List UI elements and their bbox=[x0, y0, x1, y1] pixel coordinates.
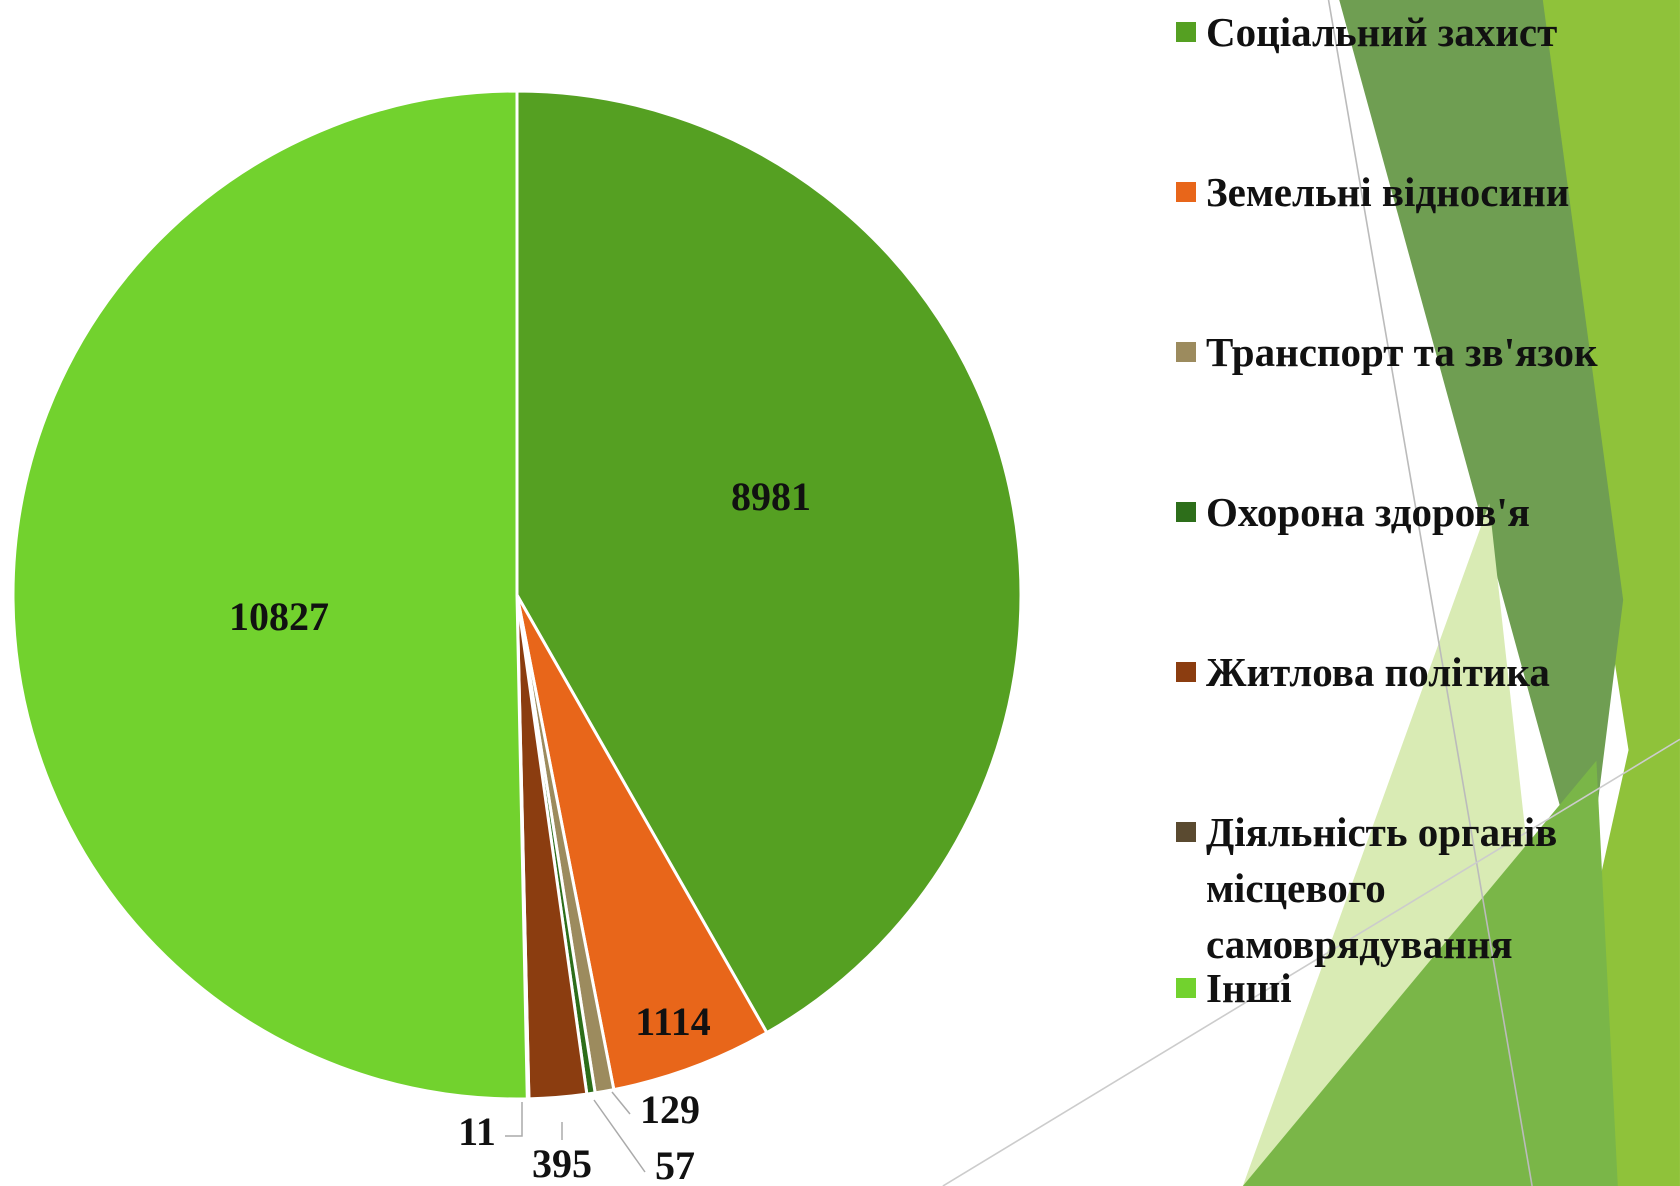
data-label: 395 bbox=[532, 1141, 592, 1186]
legend-label: Соціальний захист bbox=[1206, 9, 1558, 55]
data-label: 11 bbox=[458, 1109, 496, 1154]
legend-label: Інші bbox=[1206, 965, 1292, 1011]
legend-item: Охорона здоров'я bbox=[1176, 484, 1646, 540]
legend-swatch bbox=[1176, 502, 1196, 522]
legend-label: Транспорт та зв'язок bbox=[1206, 329, 1598, 375]
legend-label: Діяльність органів місцевого самоврядува… bbox=[1206, 809, 1558, 967]
legend-label: Земельні відносини bbox=[1206, 169, 1570, 215]
leader-line bbox=[611, 1091, 631, 1115]
decor-line bbox=[1327, 0, 1533, 1186]
data-label: 10827 bbox=[229, 594, 329, 639]
legend-swatch bbox=[1176, 342, 1196, 362]
data-label: 57 bbox=[655, 1143, 695, 1186]
legend-swatch bbox=[1176, 662, 1196, 682]
pie: 8981 1114 129 57 395 11 10827 bbox=[11, 89, 1023, 1186]
background-decor bbox=[942, 0, 1680, 1186]
legend-swatch bbox=[1176, 182, 1196, 202]
data-label: 8981 bbox=[731, 474, 811, 519]
pie-slice bbox=[11, 89, 529, 1101]
legend-label: Охорона здоров'я bbox=[1206, 489, 1530, 535]
legend-item: Транспорт та зв'язок bbox=[1176, 324, 1646, 380]
legend-item: Житлова політика bbox=[1176, 644, 1646, 700]
leader-line bbox=[593, 1099, 646, 1173]
data-label: 129 bbox=[640, 1087, 700, 1132]
leader-line bbox=[505, 1102, 523, 1137]
legend-item: Інші bbox=[1176, 960, 1646, 1016]
decor-line bbox=[942, 738, 1680, 1186]
legend-swatch bbox=[1176, 822, 1196, 842]
decor-mid bbox=[1242, 760, 1618, 1186]
legend-swatch bbox=[1176, 978, 1196, 998]
decor-strip bbox=[1510, 0, 1680, 1186]
legend-swatch bbox=[1176, 22, 1196, 42]
pie-slice bbox=[515, 594, 769, 1092]
legend-item: Земельні відносини bbox=[1176, 164, 1646, 220]
data-label: 1114 bbox=[635, 999, 711, 1044]
legend-item: Соціальний захист bbox=[1176, 4, 1646, 60]
pie-slice bbox=[515, 89, 1023, 1035]
legend-item: Діяльність органів місцевого самоврядува… bbox=[1176, 804, 1646, 972]
legend-label: Житлова політика bbox=[1206, 649, 1550, 695]
decor-band bbox=[1339, 0, 1624, 900]
